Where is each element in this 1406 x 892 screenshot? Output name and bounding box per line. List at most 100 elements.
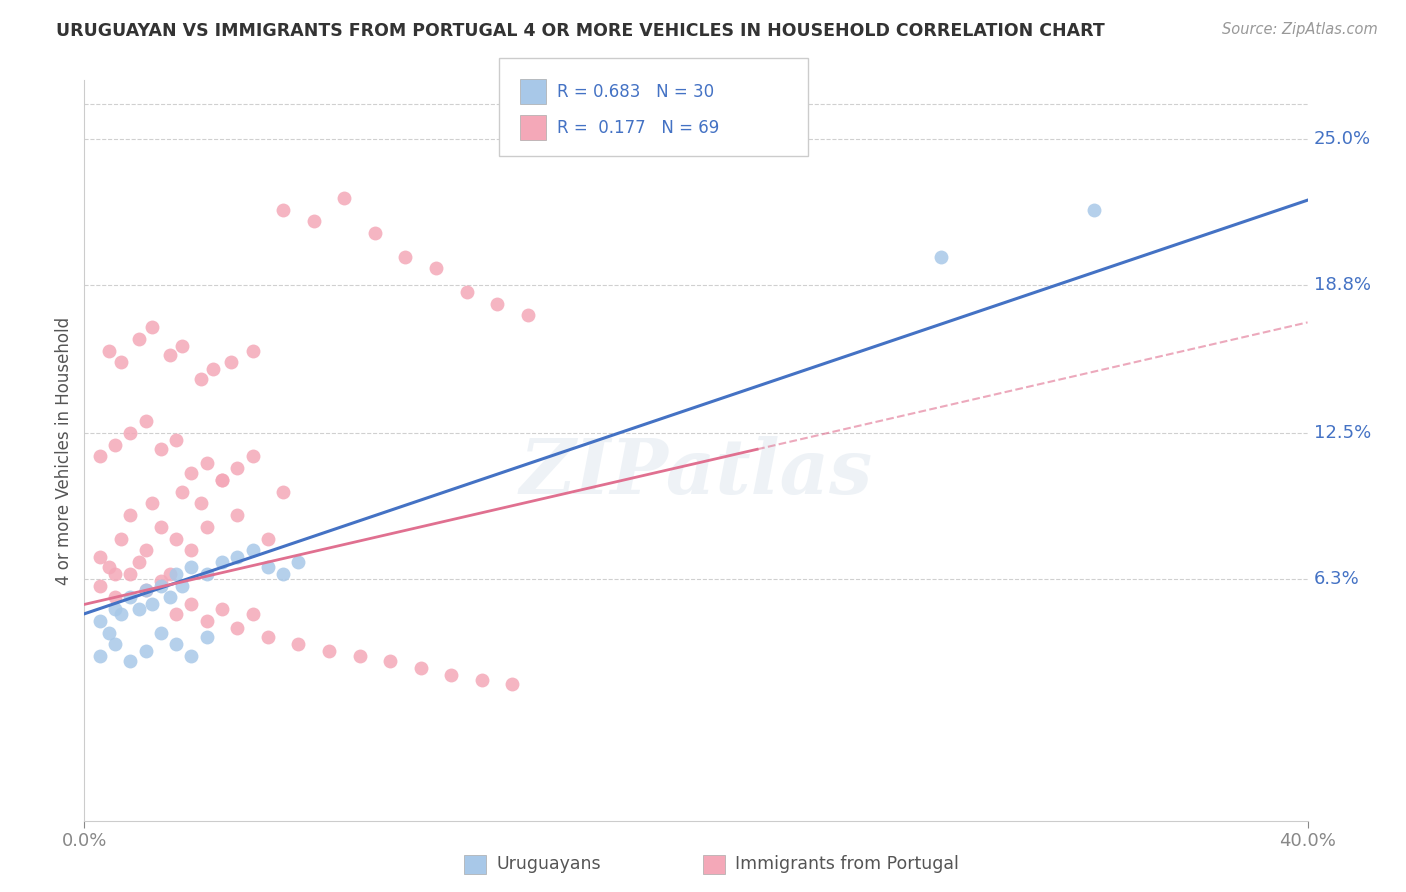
- Point: [257, 630, 280, 644]
- Point: [211, 602, 233, 616]
- Point: [502, 677, 524, 691]
- Point: [180, 466, 202, 480]
- Point: [471, 673, 494, 687]
- Text: 18.8%: 18.8%: [1313, 276, 1371, 293]
- Point: [110, 532, 132, 546]
- Point: [97, 343, 120, 358]
- Point: [425, 261, 447, 276]
- Point: [104, 437, 127, 451]
- Point: [89, 649, 111, 664]
- Point: [394, 250, 416, 264]
- Point: [195, 566, 218, 581]
- Point: [165, 433, 187, 447]
- Point: [97, 625, 120, 640]
- Point: [172, 339, 194, 353]
- Point: [195, 520, 218, 534]
- Point: [89, 450, 111, 464]
- Point: [120, 591, 142, 605]
- Point: [1083, 202, 1105, 217]
- Text: Uruguayans: Uruguayans: [496, 855, 600, 873]
- Point: [149, 442, 172, 457]
- Point: [110, 355, 132, 369]
- Point: [486, 296, 509, 310]
- Point: [318, 644, 340, 658]
- Point: [141, 496, 163, 510]
- Point: [226, 550, 249, 565]
- Point: [302, 214, 325, 228]
- Point: [104, 602, 127, 616]
- Point: [135, 414, 157, 428]
- Point: [159, 591, 181, 605]
- Point: [120, 654, 142, 668]
- Point: [516, 308, 538, 322]
- Point: [226, 461, 249, 475]
- Point: [242, 343, 264, 358]
- Text: ZIPatlas: ZIPatlas: [519, 435, 873, 509]
- Text: 6.3%: 6.3%: [1313, 570, 1360, 588]
- Point: [271, 566, 294, 581]
- Point: [333, 191, 356, 205]
- Point: [226, 508, 249, 522]
- Point: [165, 566, 187, 581]
- Point: [242, 607, 264, 621]
- Text: URUGUAYAN VS IMMIGRANTS FROM PORTUGAL 4 OR MORE VEHICLES IN HOUSEHOLD CORRELATIO: URUGUAYAN VS IMMIGRANTS FROM PORTUGAL 4 …: [56, 22, 1105, 40]
- Point: [159, 348, 181, 362]
- Point: [180, 598, 202, 612]
- Point: [135, 644, 157, 658]
- Point: [128, 555, 150, 569]
- Text: 25.0%: 25.0%: [1313, 130, 1371, 148]
- Point: [195, 614, 218, 628]
- Point: [195, 456, 218, 470]
- Point: [195, 630, 218, 644]
- Point: [89, 614, 111, 628]
- Point: [172, 579, 194, 593]
- Point: [380, 654, 402, 668]
- Point: [104, 591, 127, 605]
- Point: [180, 559, 202, 574]
- Point: [135, 583, 157, 598]
- Point: [89, 550, 111, 565]
- Point: [364, 226, 387, 240]
- Point: [211, 473, 233, 487]
- Point: [271, 484, 294, 499]
- Point: [149, 574, 172, 588]
- Y-axis label: 4 or more Vehicles in Household: 4 or more Vehicles in Household: [55, 317, 73, 584]
- Point: [242, 543, 264, 558]
- Point: [149, 579, 172, 593]
- Point: [149, 520, 172, 534]
- Point: [89, 579, 111, 593]
- Point: [219, 355, 242, 369]
- Point: [456, 285, 478, 299]
- Point: [172, 484, 194, 499]
- Point: [128, 332, 150, 346]
- Point: [211, 473, 233, 487]
- Point: [190, 372, 212, 386]
- Text: 12.5%: 12.5%: [1313, 424, 1371, 442]
- Text: R =  0.177   N = 69: R = 0.177 N = 69: [557, 119, 718, 136]
- Point: [120, 508, 142, 522]
- Point: [135, 543, 157, 558]
- Text: Source: ZipAtlas.com: Source: ZipAtlas.com: [1222, 22, 1378, 37]
- Point: [211, 555, 233, 569]
- Point: [120, 425, 142, 440]
- Point: [257, 532, 280, 546]
- Point: [141, 598, 163, 612]
- Point: [226, 621, 249, 635]
- Point: [349, 649, 371, 664]
- Point: [271, 202, 294, 217]
- Point: [440, 668, 463, 682]
- Point: [287, 555, 309, 569]
- Point: [165, 637, 187, 651]
- Point: [180, 649, 202, 664]
- Point: [242, 450, 264, 464]
- Point: [97, 559, 120, 574]
- Text: Immigrants from Portugal: Immigrants from Portugal: [735, 855, 959, 873]
- Text: R = 0.683   N = 30: R = 0.683 N = 30: [557, 83, 714, 101]
- Point: [128, 602, 150, 616]
- Point: [104, 637, 127, 651]
- Point: [104, 566, 127, 581]
- Point: [929, 250, 952, 264]
- Point: [165, 532, 187, 546]
- Point: [165, 607, 187, 621]
- Point: [159, 566, 181, 581]
